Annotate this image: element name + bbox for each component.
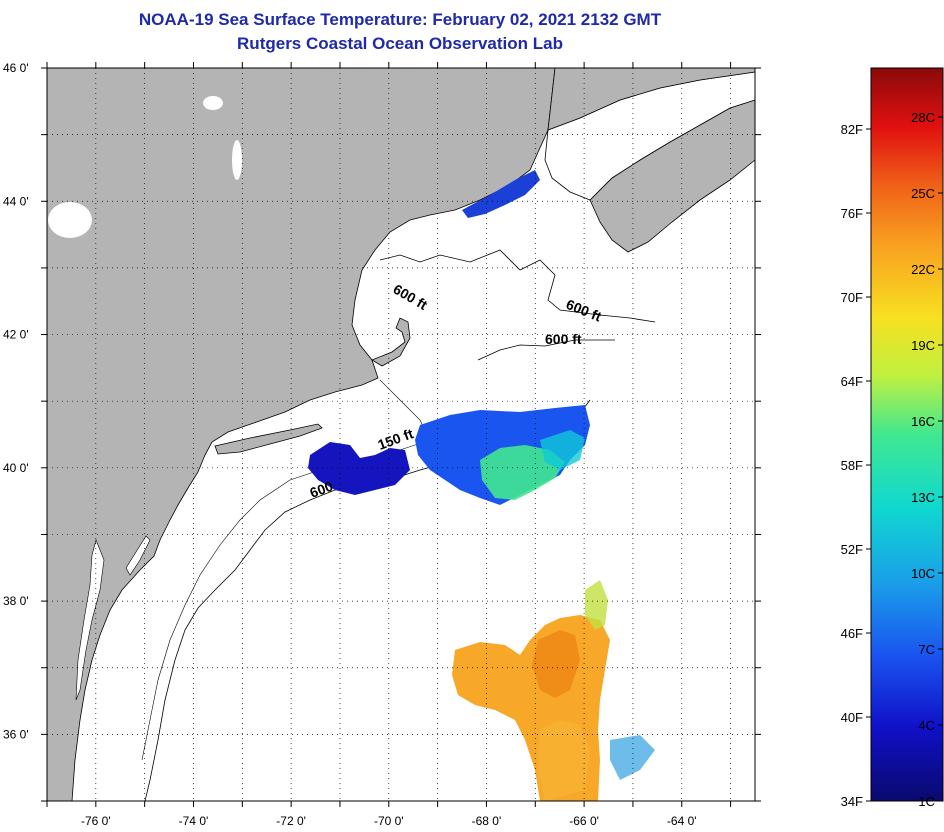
sst-patch-gulfstream-edge [585, 580, 608, 630]
colorbar-c-label: 4C [918, 718, 935, 733]
colorbar-f-label: 58F [841, 458, 863, 473]
sst-patch-shelf-west [308, 442, 410, 495]
x-tick-label: -68 0' [472, 814, 502, 828]
sst-patch-gulfstream-core [532, 630, 580, 698]
y-tick-label: 36 0' [3, 727, 29, 741]
north-america-land [47, 68, 556, 801]
y-tick-label: 44 0' [3, 194, 29, 208]
map-ticks: -76 0' -74 0' -72 0' -70 0' -68 0' -66 0' -64 … [3, 61, 761, 828]
x-tick-label: -64 0' [667, 814, 697, 828]
y-tick-label: 42 0' [3, 328, 29, 342]
sst-patch-south [538, 720, 590, 801]
new-brunswick [547, 68, 755, 131]
map-subtitle: Rutgers Coastal Ocean Observation Lab [237, 34, 563, 53]
x-tick-label: -74 0' [179, 814, 209, 828]
map-title: NOAA-19 Sea Surface Temperature: Februar… [138, 10, 662, 29]
cape-cod [371, 317, 411, 367]
colorbar-c-label: 7C [918, 642, 935, 657]
x-tick-label: -66 0' [569, 814, 599, 828]
y-tick-label: 40 0' [3, 461, 29, 475]
colorbar-gradient [870, 67, 944, 802]
contour-label: 600 ft [545, 331, 582, 347]
colorbar-c-label: 28C [911, 110, 935, 125]
colorbar-c-label: 1C [918, 794, 935, 809]
x-tick-label: -70 0' [374, 814, 404, 828]
colorbar-c-label: 19C [911, 338, 935, 353]
y-tick-label: 46 0' [3, 61, 29, 75]
colorbar-c-label: 10C [911, 566, 935, 581]
graticule [46, 67, 755, 802]
colorbar-f-label: 46F [841, 626, 863, 641]
colorbar-f-label: 52F [841, 542, 863, 557]
colorbar-fahrenheit-scale: 34F 40F 46F 52F 58F 64F 70F 76F 82F [841, 122, 871, 809]
lake [203, 96, 223, 110]
colorbar-f-label: 64F [841, 374, 863, 389]
depth-contour-600ft [379, 249, 656, 323]
lake [48, 202, 92, 238]
colorbar-c-label: 22C [911, 262, 935, 277]
lake [232, 140, 242, 180]
colorbar-f-label: 70F [841, 290, 863, 305]
colorbar-c-label: 25C [911, 186, 935, 201]
y-tick-label: 38 0' [3, 594, 29, 608]
x-tick-label: -76 0' [81, 814, 111, 828]
colorbar-c-label: 16C [911, 414, 935, 429]
delaware-bay [125, 535, 151, 576]
colorbar-c-label: 13C [911, 490, 935, 505]
sst-patch-cyan [540, 430, 585, 470]
sst-patch-warm-shelf [480, 445, 565, 500]
contour-label: 600 [308, 478, 336, 501]
colorbar: 34F 40F 46F 52F 58F 64F 70F 76F 82F 1C 4C 7C 10C 13C… [841, 67, 944, 809]
colorbar-f-label: 82F [841, 122, 863, 137]
depth-contour-600ft-2 [477, 339, 615, 361]
colorbar-celsius-scale: 1C 4C 7C 10C 13C 16C 19C 22C 25C 28C [911, 110, 943, 809]
sst-data-layer [308, 170, 655, 801]
long-island [214, 423, 323, 455]
x-tick-label: -72 0' [276, 814, 306, 828]
colorbar-f-label: 40F [841, 710, 863, 725]
colorbar-f-label: 34F [841, 794, 863, 809]
colorbar-f-label: 76F [841, 206, 863, 221]
map-frame [46, 67, 756, 802]
chesapeake-bay [75, 539, 105, 701]
sst-patch-maine [462, 170, 540, 218]
sst-patch-cool-fringe [610, 735, 655, 780]
